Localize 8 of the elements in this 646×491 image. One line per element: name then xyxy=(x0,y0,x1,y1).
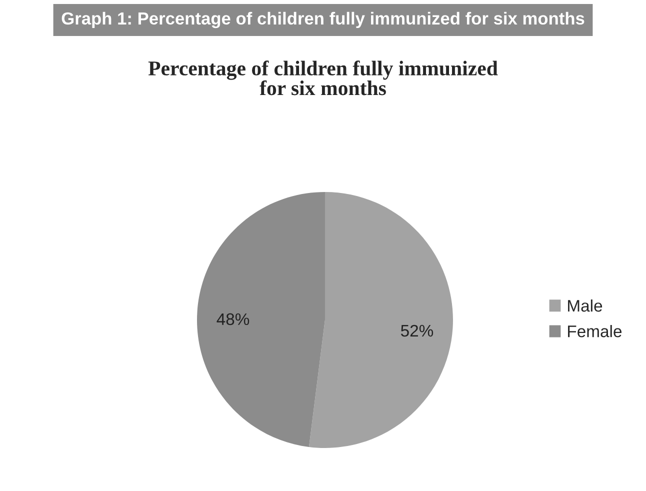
pie-slice xyxy=(197,192,325,447)
chart-subtitle: Percentage of children fully immunized for six months xyxy=(148,60,498,96)
legend-label: Female xyxy=(568,325,622,338)
chart-title: Graph 1: Percentage of children fully immunized for six months xyxy=(62,12,584,28)
data-label: 52% xyxy=(400,324,434,337)
pie-slice xyxy=(308,192,453,448)
legend-label: Male xyxy=(568,299,602,312)
data-label: 48% xyxy=(216,313,250,326)
